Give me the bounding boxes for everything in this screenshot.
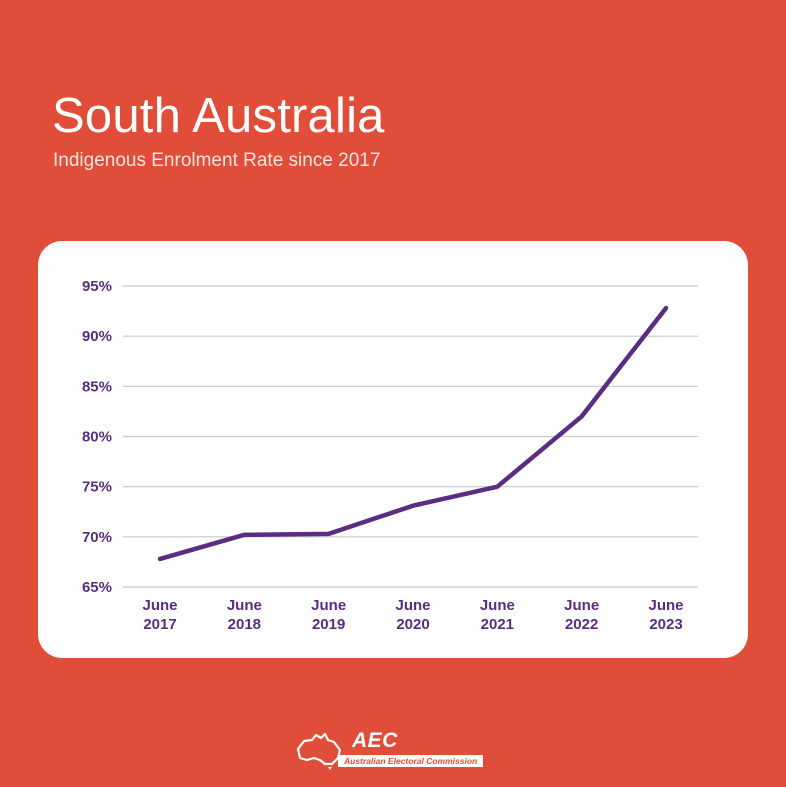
x-tick-label: June 2022 (564, 597, 599, 633)
gridlines (123, 285, 698, 588)
australia-map-icon (296, 732, 342, 770)
series-group (157, 305, 669, 562)
x-tick-label: June 2017 (142, 597, 177, 633)
y-axis-ticks: 65% 70% 75% 80% 85% 90% 95% (82, 278, 112, 596)
logo-acronym: AEC (352, 729, 398, 752)
y-tick-label: 65% (82, 579, 112, 596)
aec-logo: AEC Australian Electoral Commission (292, 727, 502, 773)
page-title: South Australia (52, 89, 385, 143)
y-tick-label: 80% (82, 429, 112, 446)
x-tick-label: June 2018 (227, 597, 262, 633)
x-tick-label: June 2020 (395, 597, 430, 633)
x-tick-label: June 2023 (648, 597, 683, 633)
y-tick-label: 70% (82, 529, 112, 546)
x-axis-ticks: June 2017 June 2018 June 2019 June 2020 June 2021… (142, 597, 683, 633)
y-tick-label: 95% (82, 278, 112, 295)
series-line (157, 305, 669, 562)
y-tick-label: 90% (82, 328, 112, 345)
x-tick-label: June 2021 (480, 597, 515, 633)
y-tick-label: 85% (82, 378, 112, 395)
logo-name: Australian Electoral Commission (338, 755, 484, 767)
y-tick-label: 75% (82, 479, 112, 496)
chart-card: 65% 70% 75% 80% 85% 90% 95% June 2017 June 2018 Ju… (38, 241, 748, 658)
page-subtitle: Indigenous Enrolment Rate since 2017 (53, 150, 381, 171)
x-tick-label: June 2019 (311, 597, 346, 633)
